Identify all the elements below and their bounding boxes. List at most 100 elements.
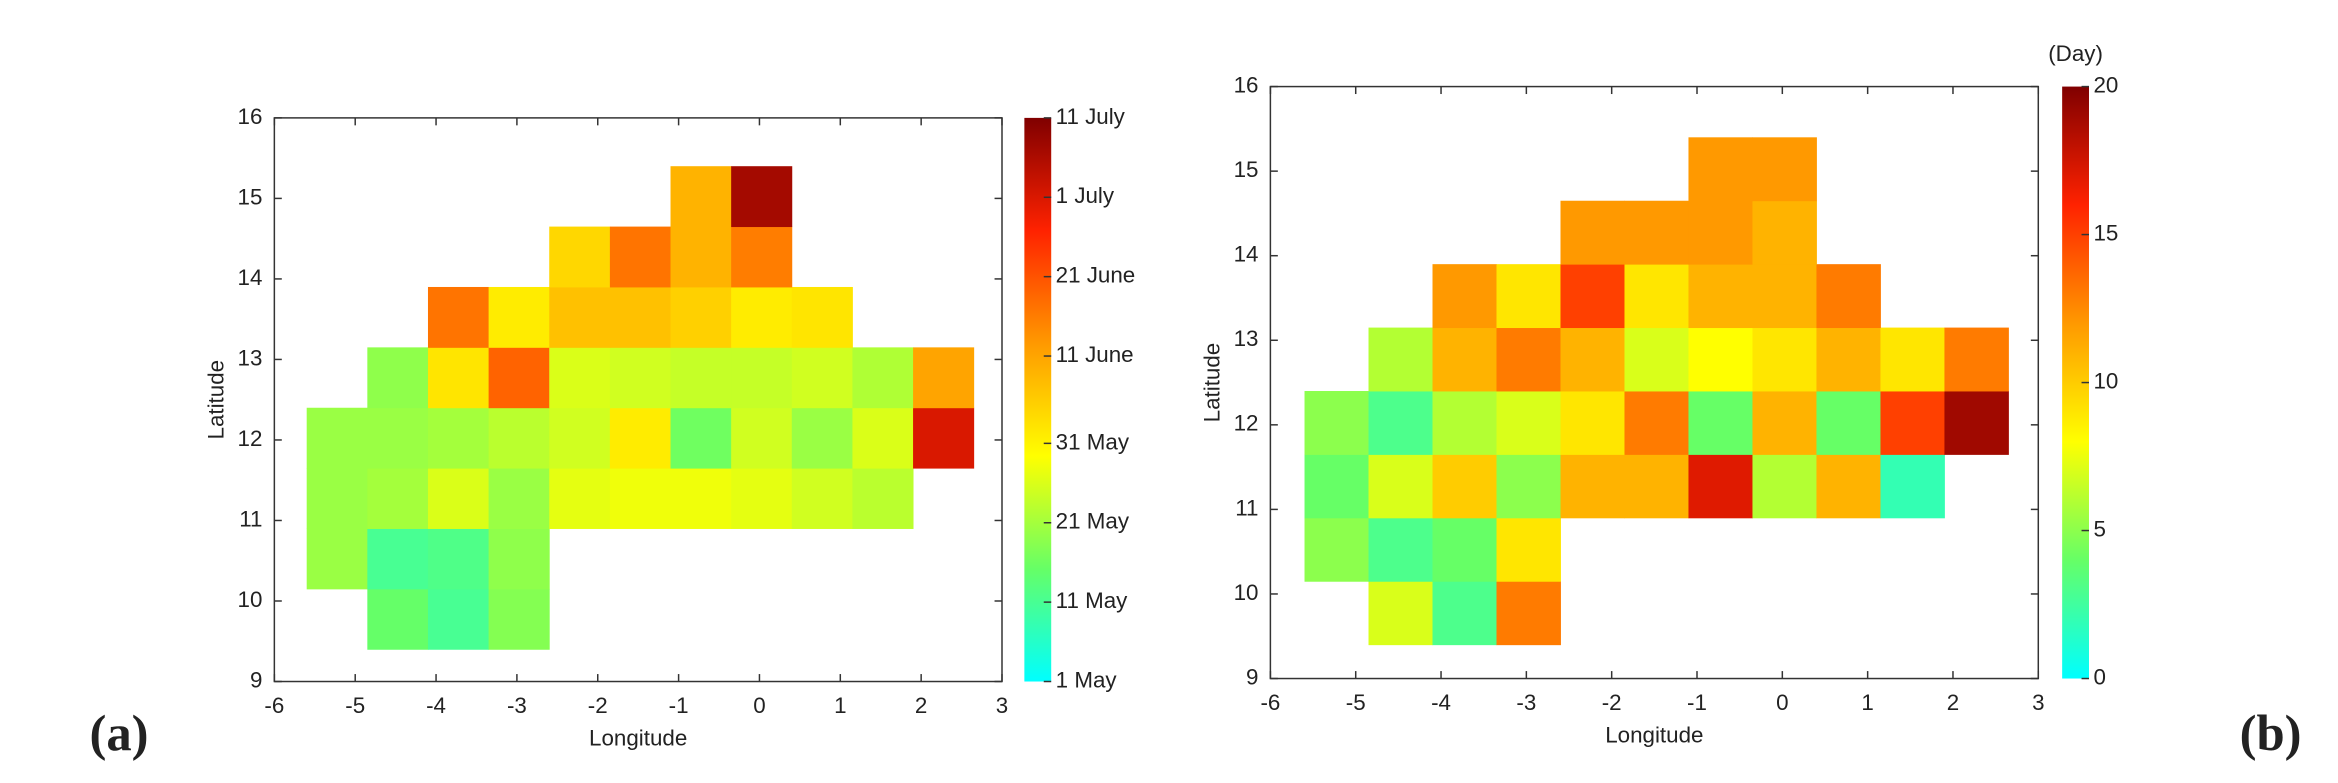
heat-cell	[731, 286, 793, 348]
colorbar	[1024, 117, 1052, 682]
heat-cell	[1752, 200, 1817, 265]
y-tick-label: 10	[238, 587, 263, 612]
colorbar-tick-label: 20	[2093, 72, 2118, 97]
heat-cell	[549, 468, 611, 529]
heat-cell	[1496, 581, 1561, 646]
heat-cell	[1368, 454, 1433, 519]
y-tick-label: 10	[1234, 580, 1259, 605]
y-tick-label: 9	[1246, 664, 1258, 689]
heat-cell	[670, 226, 732, 288]
y-tick-label: 13	[1234, 326, 1259, 351]
heat-cell	[427, 468, 490, 529]
heat-cell	[791, 347, 853, 409]
heat-cell	[1816, 264, 1881, 329]
heat-cell	[670, 407, 732, 469]
x-tick-label: 2	[915, 693, 927, 718]
y-tick-label: 16	[1234, 72, 1259, 97]
heat-cell	[731, 347, 793, 409]
heat-cell	[913, 347, 975, 409]
y-tick-label: 15	[1234, 157, 1259, 182]
x-tick-label: 1	[1861, 690, 1873, 715]
heat-cell	[1304, 454, 1369, 519]
heat-cell	[1752, 391, 1817, 455]
heat-cell	[1560, 327, 1625, 392]
heat-cell	[367, 407, 429, 469]
heat-cell	[1368, 581, 1433, 646]
heat-cell	[609, 347, 671, 409]
x-axis-label: Longitude	[589, 726, 687, 751]
y-tick-label: 16	[238, 104, 263, 129]
heat-cell	[670, 166, 732, 228]
heat-cell	[609, 226, 671, 288]
heat-cell	[427, 528, 490, 590]
heat-cell	[1432, 264, 1497, 329]
colorbar-tick-label: 5	[2093, 516, 2105, 541]
heat-cell	[1368, 391, 1433, 455]
heat-cell	[1624, 391, 1689, 455]
x-tick-label: 1	[834, 693, 846, 718]
heat-cell	[549, 347, 611, 409]
heat-cell	[1688, 391, 1753, 455]
heat-cell	[488, 347, 550, 409]
heat-cell	[1752, 137, 1817, 202]
heat-cell	[1368, 327, 1433, 392]
heat-cell	[1624, 200, 1689, 265]
heat-cell	[791, 407, 853, 469]
x-tick-label: 2	[1947, 690, 1959, 715]
heat-cell	[852, 468, 914, 529]
y-tick-label: 15	[238, 184, 263, 209]
heat-cell	[1944, 327, 2009, 392]
heat-cell	[306, 468, 368, 529]
y-axis-label: Latitude	[1200, 343, 1225, 423]
heat-cell	[367, 588, 429, 650]
heat-cell	[731, 407, 793, 469]
heat-cell	[1752, 327, 1817, 392]
panel-label: (b)	[2240, 705, 2302, 761]
y-tick-label: 9	[250, 667, 262, 692]
heat-cell	[1432, 581, 1497, 646]
x-tick-label: -2	[1602, 690, 1622, 715]
x-tick-label: -2	[588, 693, 608, 718]
x-tick-label: 0	[1776, 690, 1788, 715]
plot-frame	[273, 117, 1003, 683]
heat-cell	[1624, 264, 1689, 329]
heat-cell	[488, 407, 550, 469]
heat-cell	[670, 468, 732, 529]
heat-cell	[670, 347, 732, 409]
heat-cell	[488, 588, 550, 650]
heat-cell	[488, 528, 550, 590]
heat-cell	[488, 468, 550, 529]
heat-cell	[488, 286, 550, 348]
x-tick-label: -6	[264, 693, 284, 718]
panel-label: (a)	[89, 705, 148, 761]
heat-cell	[731, 468, 793, 529]
heat-cell	[1752, 454, 1817, 519]
heat-cell	[670, 286, 732, 348]
colorbar-tick-label: 21 May	[1056, 509, 1130, 534]
heat-cell	[1560, 391, 1625, 455]
heat-cell	[1432, 517, 1497, 582]
heat-cell	[609, 468, 671, 529]
heat-cell	[1880, 454, 1945, 519]
heat-cell	[791, 286, 853, 348]
colorbar-tick-label: 0	[2093, 664, 2105, 689]
heat-cell	[1432, 454, 1497, 519]
x-tick-label: 3	[2032, 690, 2044, 715]
heat-cell	[1816, 454, 1881, 519]
heat-cell	[1560, 200, 1625, 265]
heat-cell	[852, 407, 914, 469]
heat-cell	[1560, 264, 1625, 329]
x-tick-label: -4	[1431, 690, 1451, 715]
heat-cell	[1560, 454, 1625, 519]
plot-frame	[1269, 85, 2040, 680]
heat-cell	[1496, 327, 1561, 392]
y-tick-label: 13	[238, 345, 263, 370]
heat-cell	[1432, 327, 1497, 392]
y-axis-label: Latitude	[204, 360, 229, 440]
x-tick-label: 0	[753, 693, 765, 718]
heat-cell	[1752, 264, 1817, 329]
heat-cell	[1816, 327, 1881, 392]
heat-cell	[367, 528, 429, 590]
